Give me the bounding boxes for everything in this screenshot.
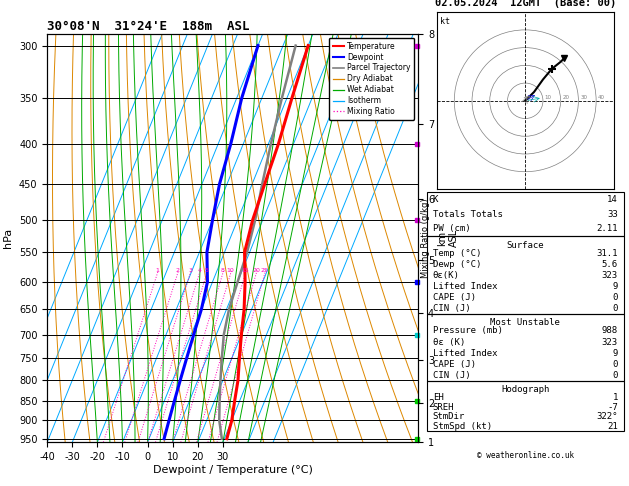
Text: Temp (°C): Temp (°C) xyxy=(433,249,481,258)
Text: 8: 8 xyxy=(221,268,225,273)
Text: 30°08'N  31°24'E  188m  ASL: 30°08'N 31°24'E 188m ASL xyxy=(47,20,250,33)
Text: © weatheronline.co.uk: © weatheronline.co.uk xyxy=(477,451,574,460)
Bar xyxy=(426,236,624,314)
Text: θε(K): θε(K) xyxy=(433,271,460,280)
Text: CAPE (J): CAPE (J) xyxy=(433,293,476,302)
Text: 988: 988 xyxy=(602,326,618,335)
Text: 9: 9 xyxy=(613,282,618,291)
Text: 25: 25 xyxy=(261,268,269,273)
Text: CAPE (J): CAPE (J) xyxy=(433,360,476,369)
Text: 9: 9 xyxy=(613,349,618,358)
Text: 322°: 322° xyxy=(596,412,618,421)
Text: -7: -7 xyxy=(607,403,618,412)
Text: 10: 10 xyxy=(545,95,552,100)
Text: 5.6: 5.6 xyxy=(602,260,618,269)
Text: 15: 15 xyxy=(242,268,249,273)
Text: 4: 4 xyxy=(198,268,201,273)
Text: Hodograph: Hodograph xyxy=(501,385,549,395)
Text: Lifted Index: Lifted Index xyxy=(433,282,497,291)
Text: 20: 20 xyxy=(562,95,569,100)
Text: 2.11: 2.11 xyxy=(596,225,618,233)
Text: 323: 323 xyxy=(602,338,618,347)
Text: PW (cm): PW (cm) xyxy=(433,225,470,233)
Text: Dewp (°C): Dewp (°C) xyxy=(433,260,481,269)
Text: Pressure (mb): Pressure (mb) xyxy=(433,326,503,335)
Text: StmDir: StmDir xyxy=(433,412,465,421)
Text: StmSpd (kt): StmSpd (kt) xyxy=(433,422,492,431)
Text: 30: 30 xyxy=(580,95,587,100)
Text: 14: 14 xyxy=(607,195,618,204)
Text: 2: 2 xyxy=(175,268,180,273)
Legend: Temperature, Dewpoint, Parcel Trajectory, Dry Adiabat, Wet Adiabat, Isotherm, Mi: Temperature, Dewpoint, Parcel Trajectory… xyxy=(329,38,415,120)
Text: CIN (J): CIN (J) xyxy=(433,371,470,380)
Y-axis label: hPa: hPa xyxy=(3,228,13,248)
Text: 0: 0 xyxy=(613,371,618,380)
Text: 33: 33 xyxy=(607,209,618,219)
Text: θε (K): θε (K) xyxy=(433,338,465,347)
Text: 5: 5 xyxy=(205,268,209,273)
Text: 1: 1 xyxy=(155,268,159,273)
Text: kt: kt xyxy=(440,17,450,26)
Text: EH: EH xyxy=(433,393,443,402)
X-axis label: Dewpoint / Temperature (°C): Dewpoint / Temperature (°C) xyxy=(153,465,313,475)
Text: SREH: SREH xyxy=(433,403,454,412)
Text: 0: 0 xyxy=(613,293,618,302)
Y-axis label: km
ASL: km ASL xyxy=(437,229,459,247)
Text: 10: 10 xyxy=(227,268,235,273)
Text: 31.1: 31.1 xyxy=(596,249,618,258)
Text: 0: 0 xyxy=(613,304,618,313)
Text: 02.05.2024  12GMT  (Base: 00): 02.05.2024 12GMT (Base: 00) xyxy=(435,0,616,8)
Text: 323: 323 xyxy=(602,271,618,280)
Bar xyxy=(426,314,624,381)
Text: K: K xyxy=(433,195,438,204)
Text: 40: 40 xyxy=(598,95,605,100)
Text: Totals Totals: Totals Totals xyxy=(433,209,503,219)
Text: CIN (J): CIN (J) xyxy=(433,304,470,313)
Text: 21: 21 xyxy=(607,422,618,431)
Text: Most Unstable: Most Unstable xyxy=(490,318,560,327)
Text: 20: 20 xyxy=(252,268,260,273)
Text: Mixing Ratio (g/kg): Mixing Ratio (g/kg) xyxy=(421,198,430,278)
Text: 1: 1 xyxy=(613,393,618,402)
Text: Lifted Index: Lifted Index xyxy=(433,349,497,358)
Bar xyxy=(426,192,624,236)
Text: 3: 3 xyxy=(188,268,192,273)
Bar xyxy=(426,381,624,432)
Text: Surface: Surface xyxy=(506,241,544,250)
Text: 0: 0 xyxy=(613,360,618,369)
